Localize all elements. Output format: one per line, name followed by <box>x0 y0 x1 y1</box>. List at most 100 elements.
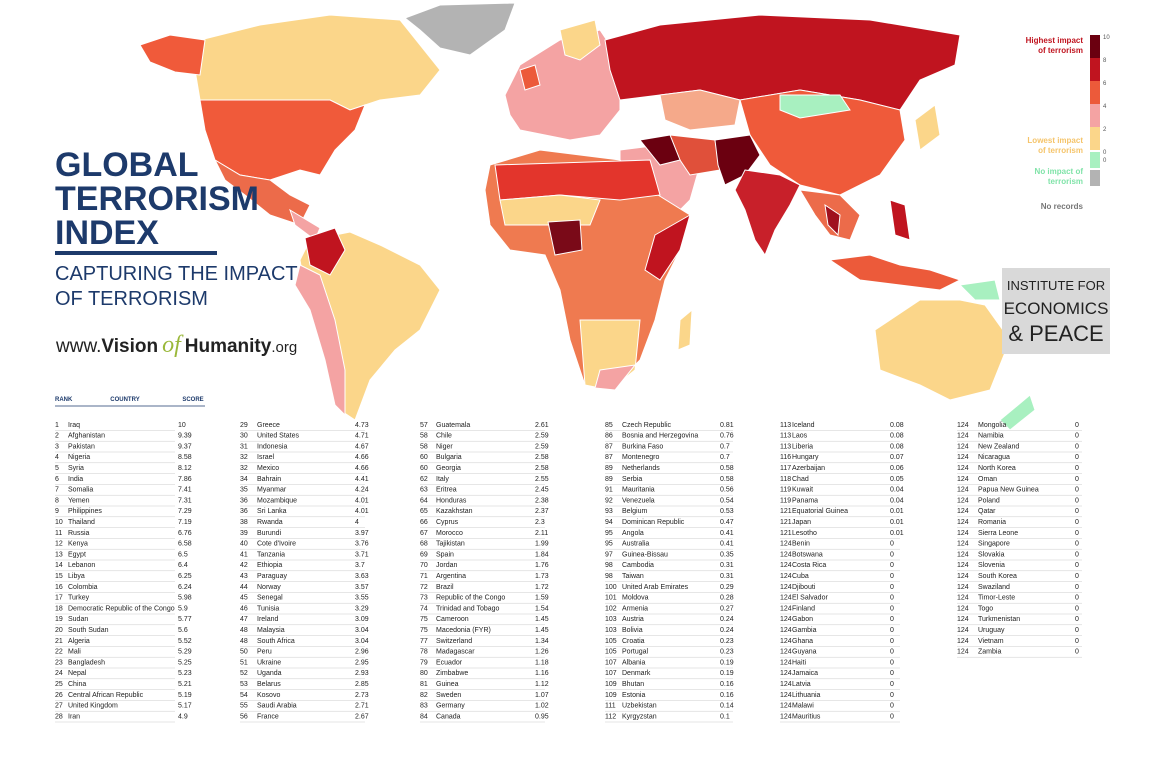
rank: 124 <box>780 551 792 558</box>
score: 1.59 <box>535 595 549 602</box>
country: Nigeria <box>68 454 90 461</box>
score: 2.93 <box>355 670 369 677</box>
score: 7.31 <box>178 497 192 504</box>
country: Ghana <box>792 638 813 645</box>
country: Libya <box>68 573 85 580</box>
score: 1.34 <box>535 638 549 645</box>
rank: 98 <box>605 562 613 569</box>
legend-label: Highest impact <box>1026 36 1084 45</box>
score: 0 <box>1075 562 1079 569</box>
rank: 119 <box>780 497 791 504</box>
score: 3.29 <box>355 605 369 612</box>
rank: 32 <box>240 465 248 472</box>
country: Kenya <box>68 541 88 548</box>
country: India <box>68 476 83 483</box>
country: Sudan <box>68 616 88 623</box>
country: Kazakhstan <box>436 508 473 515</box>
title-line: GLOBAL <box>55 146 199 184</box>
score: 0 <box>890 562 894 569</box>
rank: 124 <box>957 616 969 623</box>
country: Macedonia (FYR) <box>436 627 491 634</box>
country: Romania <box>978 519 1006 526</box>
country: Lebanon <box>68 562 95 569</box>
rank: 113 <box>780 422 791 429</box>
score: 0.95 <box>535 713 549 720</box>
rank: 36 <box>240 497 248 504</box>
rank: 72 <box>420 584 428 591</box>
rank: 95 <box>605 530 613 537</box>
rank: 124 <box>957 497 969 504</box>
legend-label: terrorism <box>1048 177 1083 186</box>
country: Liberia <box>792 443 813 450</box>
rank: 124 <box>957 422 969 429</box>
score: 0.19 <box>720 670 734 677</box>
score: 4.67 <box>355 443 369 450</box>
rank: 124 <box>957 443 969 450</box>
score: 0.24 <box>720 627 734 634</box>
country: Indonesia <box>257 443 287 450</box>
rank: 103 <box>605 616 617 623</box>
score: 0.41 <box>720 530 734 537</box>
legend-tick: 4 <box>1103 104 1107 110</box>
score: 0 <box>1075 530 1079 537</box>
country: Mali <box>68 649 81 656</box>
rank: 124 <box>780 638 792 645</box>
country: Rwanda <box>257 519 283 526</box>
country: Benin <box>792 541 810 548</box>
rank: 124 <box>957 573 969 580</box>
country: Gambia <box>792 627 817 634</box>
country: Burundi <box>257 530 282 537</box>
rank: 18 <box>55 605 63 612</box>
rank: 87 <box>605 443 613 450</box>
score: 0.58 <box>720 465 734 472</box>
score: 0.24 <box>720 616 734 623</box>
rank: 124 <box>957 465 969 472</box>
score: 1.02 <box>535 703 549 710</box>
country: Chile <box>436 433 452 440</box>
rank: 83 <box>420 703 428 710</box>
country: Colombia <box>68 584 98 591</box>
score: 4.24 <box>355 487 369 494</box>
rank: 82 <box>420 692 428 699</box>
country: Dominican Republic <box>622 519 685 526</box>
url-part: Vision <box>101 336 158 357</box>
country: Mexico <box>257 465 279 472</box>
score: 1.16 <box>535 670 549 677</box>
rank: 57 <box>420 422 428 429</box>
rank: 39 <box>240 530 248 537</box>
rank: 124 <box>780 659 792 666</box>
country: Peru <box>257 649 272 656</box>
rank: 41 <box>240 551 248 558</box>
rank: 124 <box>780 595 792 602</box>
rank: 105 <box>605 638 617 645</box>
legend-swatch <box>1090 127 1100 150</box>
rank: 124 <box>957 508 969 515</box>
score: 0 <box>890 551 894 558</box>
country: Argentina <box>436 573 466 580</box>
score: 0 <box>890 638 894 645</box>
rank: 95 <box>605 541 613 548</box>
country: Angola <box>622 530 644 537</box>
score: 5.19 <box>178 692 192 699</box>
score: 2.37 <box>535 508 549 515</box>
url-part: of <box>162 332 184 358</box>
country: Singapore <box>978 541 1010 548</box>
legend-label: of terrorism <box>1038 146 1083 155</box>
score: 0.7 <box>720 454 730 461</box>
country: Sri Lanka <box>257 508 287 515</box>
score: 5.21 <box>178 681 192 688</box>
score: 1.07 <box>535 692 549 699</box>
score: 2.58 <box>535 465 549 472</box>
country: Morocco <box>436 530 463 537</box>
country: Bhutan <box>622 681 644 688</box>
score: 0 <box>890 713 894 720</box>
rank: 63 <box>420 487 428 494</box>
score: 5.98 <box>178 595 192 602</box>
country: Cuba <box>792 573 809 580</box>
rank: 116 <box>780 454 791 461</box>
rank: 28 <box>55 713 63 720</box>
score: 6.5 <box>178 551 188 558</box>
rank: 11 <box>55 530 62 537</box>
country: Guinea <box>436 681 459 688</box>
country: Nepal <box>68 670 87 677</box>
